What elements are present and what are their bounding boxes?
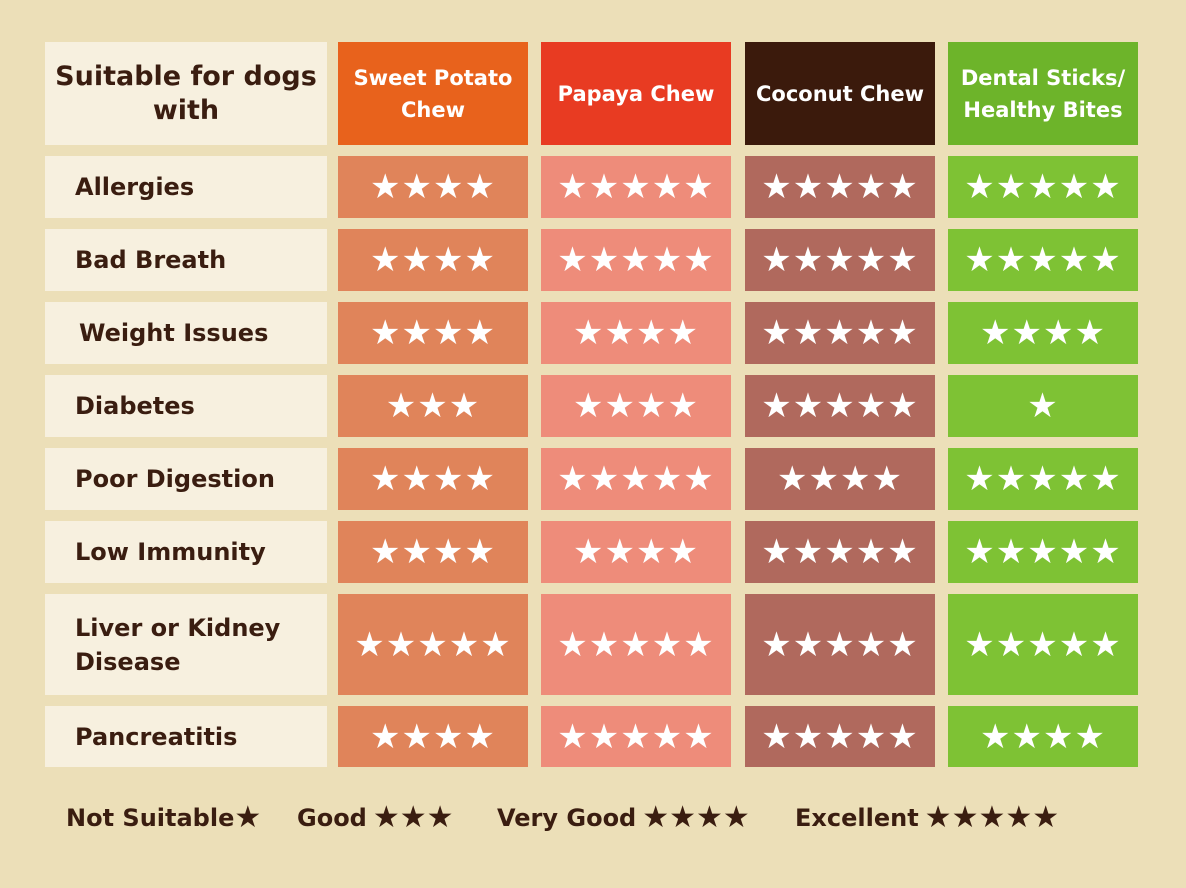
corner-title: Suitable for dogs with bbox=[45, 42, 327, 145]
star-rating-icon: ★★★★★ bbox=[761, 716, 919, 757]
star-rating-icon: ★★★★★ bbox=[964, 240, 1122, 280]
star-rating-icon: ★★★★★ bbox=[761, 167, 919, 207]
rating-cell: ★★★★★ bbox=[541, 448, 731, 510]
legend-item: Excellent ★★★★★ bbox=[795, 800, 1059, 835]
star-rating-icon: ★★★★ bbox=[370, 240, 496, 280]
rating-cell: ★★★★ bbox=[338, 448, 528, 510]
row-label: Allergies bbox=[45, 156, 327, 218]
rating-cell: ★★★★ bbox=[541, 521, 731, 583]
rating-cell: ★★★★ bbox=[541, 302, 731, 364]
star-rating-icon: ★★★★★ bbox=[964, 532, 1122, 572]
rating-cell: ★★★★★ bbox=[948, 594, 1138, 695]
star-rating-icon: ★★★★★ bbox=[964, 167, 1122, 207]
star-rating-icon: ★★★★ bbox=[777, 459, 903, 499]
rating-cell: ★★★★★ bbox=[338, 594, 528, 695]
star-rating-icon: ★★★★★ bbox=[557, 624, 715, 665]
star-rating-icon: ★★★★ bbox=[370, 313, 496, 353]
star-rating-icon: ★★★★ bbox=[573, 386, 699, 426]
star-icon: ★ bbox=[234, 800, 262, 835]
star-rating-icon: ★ bbox=[1027, 386, 1059, 426]
rating-cell: ★★★★ bbox=[541, 375, 731, 437]
star-rating-icon: ★★★★★ bbox=[761, 624, 919, 665]
star-icon: ★★★ bbox=[372, 800, 454, 835]
star-rating-icon: ★★★ bbox=[385, 386, 481, 426]
rating-cell: ★★★★ bbox=[948, 706, 1138, 767]
rating-cell: ★★★★★ bbox=[745, 156, 935, 218]
star-rating-icon: ★★★★★ bbox=[557, 240, 715, 280]
rating-cell: ★★★★ bbox=[745, 448, 935, 510]
column-header: Sweet Potato Chew bbox=[338, 42, 528, 145]
legend-label: Excellent bbox=[795, 803, 919, 832]
star-rating-icon: ★★★★★ bbox=[557, 716, 715, 757]
rating-cell: ★★★★★ bbox=[745, 594, 935, 695]
rating-cell: ★★★★★ bbox=[541, 229, 731, 291]
star-rating-icon: ★★★★ bbox=[980, 313, 1106, 353]
rating-cell: ★★★★★ bbox=[541, 156, 731, 218]
rating-cell: ★★★★★ bbox=[948, 229, 1138, 291]
legend-label: Very Good bbox=[497, 803, 637, 832]
legend-item: Very Good ★★★★ bbox=[497, 800, 750, 835]
legend-item: Not Suitable ★ bbox=[66, 800, 261, 835]
legend-label: Not Suitable bbox=[66, 803, 235, 832]
star-icon: ★★★★★ bbox=[924, 800, 1060, 835]
row-label: Weight Issues bbox=[45, 302, 327, 364]
star-icon: ★★★★ bbox=[642, 800, 750, 835]
star-rating-icon: ★★★★ bbox=[370, 167, 496, 207]
rating-cell: ★★★★★ bbox=[745, 706, 935, 767]
star-rating-icon: ★★★★★ bbox=[761, 240, 919, 280]
star-rating-icon: ★★★★★ bbox=[964, 624, 1122, 665]
rating-cell: ★★★★★ bbox=[541, 706, 731, 767]
rating-cell: ★★★★ bbox=[338, 229, 528, 291]
rating-cell: ★★★★★ bbox=[948, 521, 1138, 583]
star-rating-icon: ★★★★★ bbox=[557, 459, 715, 499]
column-header: Papaya Chew bbox=[541, 42, 731, 145]
row-label: Diabetes bbox=[45, 375, 327, 437]
star-rating-icon: ★★★★★ bbox=[354, 624, 512, 665]
rating-cell: ★★★★ bbox=[338, 156, 528, 218]
row-label: Poor Digestion bbox=[45, 448, 327, 510]
rating-cell: ★★★★★ bbox=[745, 375, 935, 437]
rating-cell: ★★★★ bbox=[338, 302, 528, 364]
star-rating-icon: ★★★★ bbox=[573, 532, 699, 572]
column-header: Dental Sticks/ Healthy Bites bbox=[948, 42, 1138, 145]
star-rating-icon: ★★★★★ bbox=[761, 313, 919, 353]
star-rating-icon: ★★★★ bbox=[573, 313, 699, 353]
column-header: Coconut Chew bbox=[745, 42, 935, 145]
star-rating-icon: ★★★★ bbox=[370, 716, 496, 757]
rating-cell: ★★★★★ bbox=[541, 594, 731, 695]
rating-cell: ★★★★★ bbox=[745, 302, 935, 364]
star-rating-icon: ★★★★ bbox=[370, 459, 496, 499]
star-rating-icon: ★★★★★ bbox=[761, 386, 919, 426]
legend-item: Good ★★★ bbox=[297, 800, 454, 835]
row-label: Liver or Kidney Disease bbox=[45, 594, 327, 695]
rating-cell: ★★★★ bbox=[338, 521, 528, 583]
rating-cell: ★★★★★ bbox=[745, 521, 935, 583]
rating-cell: ★★★★★ bbox=[948, 448, 1138, 510]
legend-label: Good bbox=[297, 803, 367, 832]
star-rating-icon: ★★★★★ bbox=[557, 167, 715, 207]
star-rating-icon: ★★★★★ bbox=[964, 459, 1122, 499]
rating-cell: ★★★★★ bbox=[745, 229, 935, 291]
star-rating-icon: ★★★★ bbox=[370, 532, 496, 572]
rating-cell: ★ bbox=[948, 375, 1138, 437]
row-label: Low Immunity bbox=[45, 521, 327, 583]
row-label: Bad Breath bbox=[45, 229, 327, 291]
star-rating-icon: ★★★★ bbox=[980, 716, 1106, 757]
rating-cell: ★★★★★ bbox=[948, 156, 1138, 218]
rating-cell: ★★★ bbox=[338, 375, 528, 437]
rating-cell: ★★★★ bbox=[338, 706, 528, 767]
rating-cell: ★★★★ bbox=[948, 302, 1138, 364]
star-rating-icon: ★★★★★ bbox=[761, 532, 919, 572]
row-label: Pancreatitis bbox=[45, 706, 327, 767]
